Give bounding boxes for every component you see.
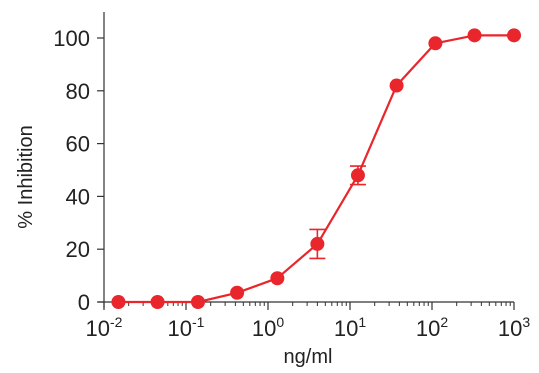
y-axis-label: % Inhibition [15,125,37,228]
y-tick-label: 60 [66,132,90,157]
data-point [389,78,404,93]
y-tick-label: 40 [66,184,90,209]
x-tick-label: 101 [334,314,366,341]
data-point [428,36,443,51]
data-point [190,295,205,309]
data-point [230,285,245,300]
x-axis-label: ng/ml [284,346,333,368]
x-tick-label: 10-2 [86,314,123,341]
x-tick-label: 100 [252,314,284,341]
axes: 0 20 40 60 80 100 10-2 10-1 100 101 102 103 [53,12,530,341]
x-tick-label: 10-1 [168,314,205,341]
y-tick-label: 0 [78,290,90,315]
data-point [467,28,482,43]
data-point [111,295,126,309]
data-point [310,236,325,251]
plot-area [111,28,521,309]
data-point [270,271,285,286]
series-line [118,34,514,304]
data-point [150,295,165,309]
x-tick-label: 102 [416,314,448,341]
y-tick-label: 80 [66,79,90,104]
data-point [350,168,365,183]
y-tick-label: 20 [66,237,90,262]
x-tick-label: 103 [498,314,530,341]
data-point [507,28,521,43]
y-tick-label: 100 [53,26,90,51]
